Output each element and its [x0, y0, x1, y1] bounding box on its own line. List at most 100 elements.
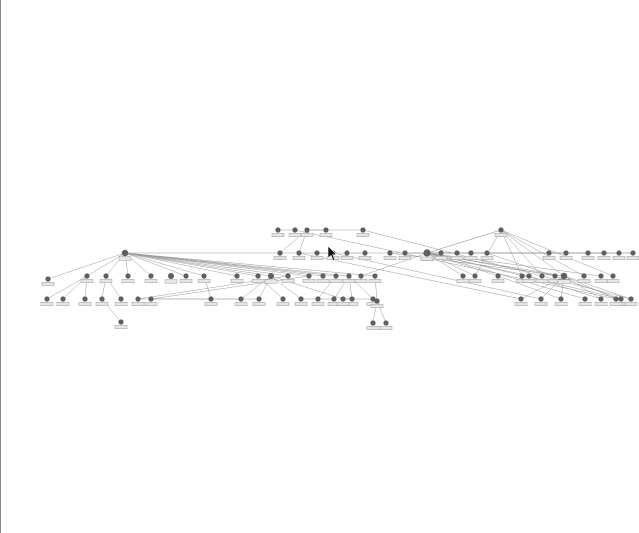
graph-node-dot[interactable]: [358, 273, 364, 279]
graph-node-dot[interactable]: [495, 273, 501, 279]
graph-node-dot[interactable]: [539, 273, 545, 279]
graph-node-dot[interactable]: [370, 296, 376, 302]
graph-node[interactable]: [294, 296, 308, 307]
graph-node[interactable]: [612, 250, 626, 261]
graph-node-dot[interactable]: [118, 296, 124, 302]
graph-node[interactable]: [356, 227, 370, 237]
graph-node-dot[interactable]: [320, 273, 326, 279]
graph-node[interactable]: [379, 320, 393, 331]
graph-node[interactable]: [264, 273, 278, 284]
graph-node-dot[interactable]: [201, 273, 207, 279]
graph-node-dot[interactable]: [472, 273, 478, 279]
graph-node[interactable]: [480, 250, 494, 261]
graph-node-dot[interactable]: [148, 273, 154, 279]
graph-node[interactable]: [251, 273, 265, 284]
graph-node-dot[interactable]: [121, 249, 129, 257]
graph-node[interactable]: [56, 296, 70, 307]
graph-node-dot[interactable]: [84, 273, 90, 279]
graph-node-dot[interactable]: [618, 296, 624, 302]
graph-node-dot[interactable]: [298, 296, 304, 302]
graph-node-dot[interactable]: [610, 273, 616, 279]
graph-node-dot[interactable]: [460, 273, 466, 279]
graph-node[interactable]: [577, 273, 591, 284]
graph-node[interactable]: [626, 250, 639, 261]
graph-node[interactable]: [354, 273, 368, 284]
graph-node-dot[interactable]: [99, 296, 105, 302]
graph-node[interactable]: [366, 320, 380, 331]
graph-node-dot[interactable]: [402, 250, 408, 256]
graph-node-dot[interactable]: [526, 273, 532, 279]
graph-node-dot[interactable]: [558, 296, 564, 302]
graph-node[interactable]: [41, 276, 55, 287]
graph-node[interactable]: [342, 273, 356, 284]
graph-node[interactable]: [542, 250, 556, 261]
graph-node-dot[interactable]: [183, 273, 189, 279]
graph-node-dot[interactable]: [256, 296, 262, 302]
graph-node-dot[interactable]: [560, 272, 568, 280]
graph-node[interactable]: [557, 272, 571, 284]
graph-node[interactable]: [204, 296, 218, 307]
graph-node[interactable]: [144, 273, 158, 284]
graph-node[interactable]: [252, 296, 266, 307]
graph-node[interactable]: [118, 249, 132, 261]
graph-node[interactable]: [450, 250, 464, 261]
graph-node-dot[interactable]: [374, 298, 380, 304]
graph-node[interactable]: [606, 273, 620, 284]
graph-node[interactable]: [276, 296, 290, 307]
graph-node[interactable]: [271, 227, 285, 237]
graph-node[interactable]: [311, 296, 325, 307]
graph-node-dot[interactable]: [563, 250, 569, 256]
graph-node[interactable]: [468, 273, 482, 284]
graph-node[interactable]: [559, 250, 573, 261]
graph-node[interactable]: [273, 250, 287, 261]
graph-node[interactable]: [329, 273, 343, 284]
graph-node-dot[interactable]: [82, 296, 88, 302]
graph-node-dot[interactable]: [168, 273, 174, 279]
graph-node[interactable]: [78, 296, 92, 307]
graph-node[interactable]: [179, 273, 193, 284]
graph-node-dot[interactable]: [277, 250, 283, 256]
graph-node-dot[interactable]: [598, 296, 604, 302]
graph-node[interactable]: [594, 273, 608, 284]
graph-node[interactable]: [383, 250, 397, 261]
graph-node[interactable]: [624, 296, 638, 307]
graph-node-dot[interactable]: [45, 276, 51, 282]
graph-node[interactable]: [131, 296, 145, 307]
graph-node-dot[interactable]: [468, 250, 474, 256]
graph-node-dot[interactable]: [234, 273, 240, 279]
graph-node[interactable]: [300, 227, 314, 237]
graph-node[interactable]: [609, 296, 623, 307]
graph-node-dot[interactable]: [552, 273, 558, 279]
graph-node-dot[interactable]: [383, 320, 389, 326]
graph-node-dot[interactable]: [387, 250, 393, 256]
graph-node[interactable]: [316, 273, 330, 284]
graph-node[interactable]: [230, 273, 244, 284]
graph-node[interactable]: [581, 250, 595, 261]
graph-node[interactable]: [234, 296, 248, 307]
graph-node-dot[interactable]: [346, 273, 352, 279]
graph-node[interactable]: [95, 296, 109, 307]
graph-node-dot[interactable]: [44, 296, 50, 302]
graph-node-dot[interactable]: [581, 273, 587, 279]
graph-node-dot[interactable]: [125, 273, 131, 279]
graph-node-dot[interactable]: [616, 250, 622, 256]
graph-node-dot[interactable]: [280, 296, 286, 302]
graph-node[interactable]: [494, 227, 508, 237]
graph-nodes[interactable]: [40, 227, 639, 331]
graph-node-dot[interactable]: [306, 273, 312, 279]
graph-node[interactable]: [368, 273, 382, 284]
graph-node-dot[interactable]: [362, 250, 368, 256]
graph-node-dot[interactable]: [598, 273, 604, 279]
graph-node[interactable]: [548, 273, 562, 284]
graph-node-dot[interactable]: [292, 227, 298, 233]
graph-node-dot[interactable]: [630, 250, 636, 256]
graph-node[interactable]: [420, 249, 434, 261]
graph-node[interactable]: [535, 273, 549, 284]
graph-node[interactable]: [164, 273, 178, 284]
graph-node-dot[interactable]: [349, 296, 355, 302]
graph-node-dot[interactable]: [518, 296, 524, 302]
graph-node-dot[interactable]: [296, 250, 302, 256]
graph-node[interactable]: [121, 273, 135, 284]
